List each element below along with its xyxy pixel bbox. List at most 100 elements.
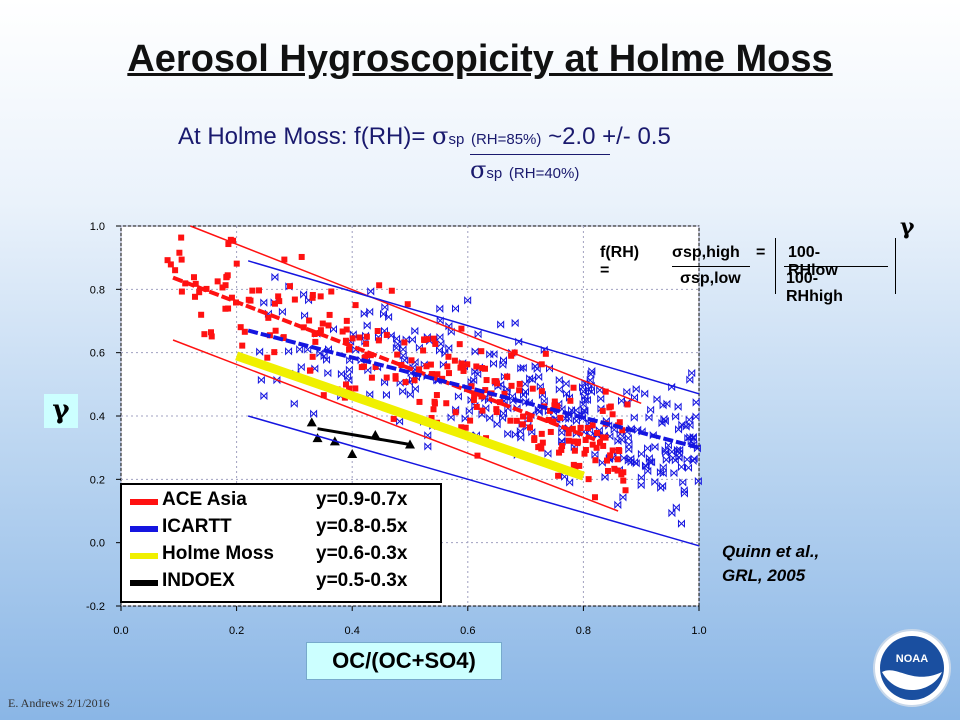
ace-asia-point [559,442,566,449]
y-tick-label: 0.6 [90,348,105,360]
icartt-point [320,351,328,361]
reference-citation: Quinn et al., GRL, 2005 [722,540,819,588]
icartt-point [257,375,265,385]
fit-line [235,351,585,481]
x-tick-label: 0.8 [576,625,591,637]
icartt-point [451,304,459,313]
icartt-point [637,480,645,490]
legend-equation: y=0.5-0.3x [316,570,408,591]
ace-asia-point [225,241,232,248]
ace-asia-point [362,354,369,361]
icartt-point [601,472,609,482]
icartt-point [597,394,605,403]
ace-asia-point [569,425,576,432]
ace-asia-point [167,261,174,268]
icartt-point [645,453,653,463]
footer-author-date: E. Andrews 2/1/2016 [8,696,110,710]
icartt-point [464,296,472,305]
ace-asia-point [201,331,208,338]
ace-asia-point [593,444,600,451]
ace-asia-point [482,387,489,394]
ace-asia-point [470,397,477,404]
formula-fraction-bar [470,154,610,155]
ace-asia-point [416,366,423,373]
icartt-point [555,385,563,394]
ace-asia-point [501,390,508,397]
y-tick-label: 0.2 [90,474,105,486]
ace-asia-point [458,424,465,431]
ace-asia-point [458,360,465,367]
ace-asia-point [458,325,465,332]
ace-asia-point [225,305,232,312]
icartt-point [614,436,622,446]
legend-label: ICARTT [162,516,232,537]
ace-asia-point [606,404,613,411]
icartt-point [436,332,444,342]
ace-asia-point [565,437,572,444]
icartt-point [323,355,331,365]
ace-asia-point [222,282,229,289]
ace-asia-point [280,334,287,341]
eq-numerator: σsp,high [672,244,740,261]
ace-asia-point [493,380,500,387]
ace-asia-point [600,442,607,449]
ace-asia-point [614,467,621,474]
ace-asia-point [223,273,230,280]
ace-asia-point [555,472,562,479]
icartt-point [678,420,686,429]
bound-line [247,415,700,547]
ace-asia-point [594,429,601,436]
ace-asia-point [445,353,452,360]
formula-suffix: ~2.0 +/- 0.5 [548,123,671,150]
ace-asia-point [241,328,248,335]
ace-asia-point [539,439,546,446]
icartt-point [544,449,552,458]
ace-asia-point [433,392,440,399]
ace-asia-point [554,404,561,411]
ace-asia-point [178,288,185,295]
ace-asia-point [622,487,629,494]
chart-legend: ACE Asia y=0.9-0.7x ICARTT y=0.8-0.5x Ho… [120,483,442,603]
ace-asia-point [547,428,554,435]
ace-asia-point [255,287,262,294]
y-tick-label: 0.0 [90,538,105,550]
icartt-point [511,430,519,439]
icartt-point [686,375,694,384]
icartt-point [337,369,345,379]
ace-asia-point [574,440,581,447]
ace-asia-point [605,467,612,474]
ace-asia-point [416,398,423,405]
icartt-point [690,454,698,463]
ace-asia-point [423,363,430,370]
icartt-point [631,393,639,402]
ace-asia-point [619,427,626,434]
icartt-point [591,450,599,459]
icartt-point [382,390,390,400]
icartt-point [528,427,536,437]
ace-asia-point [368,374,375,381]
ace-asia-point [233,260,240,267]
icartt-point [528,375,536,384]
formula-numerator-condition: (RH=85%) [470,131,542,148]
ace-asia-point [443,400,450,407]
ace-asia-point [571,447,578,454]
ace-asia-point [219,284,226,291]
ace-asia-point [176,249,183,256]
icartt-point [401,356,409,365]
fit-lines [172,225,700,547]
icartt-point [399,387,407,396]
icartt-point [474,329,482,339]
icartt-point [668,508,676,518]
ace-asia-point [404,301,411,308]
ace-asia-point [542,350,549,357]
ace-asia-point [265,314,272,321]
icartt-point [546,364,554,373]
ace-asia-point [513,417,520,424]
icartt-point [572,406,580,415]
ace-asia-point [468,383,475,390]
y-tick-label: -0.2 [86,601,105,613]
legend-equation: y=0.9-0.7x [316,489,408,510]
ace-asia-point [483,377,490,384]
axis-ticks: 0.0 0.2 0.4 0.6 0.8 1.0 -0.2 0.0 0.2 0.4 0.6 0.8 1.0 [86,221,707,637]
ace-asia-point [207,329,214,336]
